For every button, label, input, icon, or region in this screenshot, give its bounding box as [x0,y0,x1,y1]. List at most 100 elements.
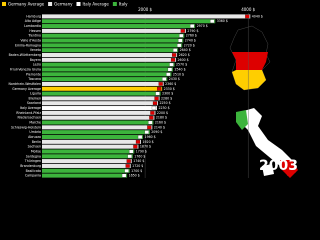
legend-label: Italy [119,1,128,6]
y-tick-label: Baden-Württemberg [9,53,41,57]
bar [42,120,154,125]
value-label: 1740 $ [133,159,144,163]
legend-label: Italy Average [82,1,109,6]
bar [42,81,164,86]
y-tick-label: Brandenburg [20,164,41,168]
flag [157,86,162,91]
y-tick-label: Piemonte [26,72,41,76]
legend-swatch [2,2,6,6]
flag [151,106,157,110]
bar [42,43,183,48]
flag [135,140,141,144]
flag [154,96,159,101]
y-tick-label: Thüringen [24,159,41,163]
bar [42,101,158,106]
bar [42,28,186,33]
value-label: 2760 $ [186,34,197,38]
value-label: 2620 $ [179,53,190,57]
bar [42,159,132,164]
value-label: 2740 $ [185,39,196,43]
bar [42,168,130,173]
legend-swatch [112,2,117,6]
bar [42,77,168,82]
map-italy-red [280,160,298,178]
value-label: 2280 $ [161,96,172,100]
flag [127,154,132,159]
y-tick-label: Molise [31,149,41,153]
y-tick-label: Liguria [30,92,41,96]
bar [42,14,251,19]
map-italy-white [240,108,296,176]
flag [180,29,185,33]
value-label: 2570 $ [176,63,187,67]
bar [42,139,141,144]
y-tick-label: Emilia-Romagna [15,43,41,47]
flag [173,48,178,52]
flag [171,53,177,57]
legend-swatch [76,2,81,6]
value-label: 2720 $ [184,43,195,47]
value-label: 2200 $ [157,111,168,115]
flag [162,77,167,81]
value-label: 2510 $ [173,72,184,76]
value-label: 1700 $ [131,169,142,173]
page: 2003 Germany Average Germany Italy Average… [2,1,298,178]
map-germany-red [232,52,268,70]
chart: 2003 Germany Average Germany Italy Average… [2,1,298,178]
value-label: 1790 $ [136,149,147,153]
y-tick-label: Bremen [29,96,41,100]
bar [42,38,184,43]
y-tick-label: Friuli-Venezia Giulia [10,67,41,71]
flag [179,33,184,38]
value-label: 1760 $ [134,154,145,158]
y-tick-label: Valle d'Aosta [21,39,42,43]
bar [42,149,135,154]
flag [210,19,215,24]
y-tick-label: Niedersachsen [17,116,41,120]
y-tick-label: Alto Adige [25,19,41,23]
value-label: 2360 $ [165,82,176,86]
bar [42,52,178,58]
legend-label: Germany [54,1,73,6]
flag [169,62,174,67]
value-label: 1920 $ [142,140,153,144]
x-tick-label: 4000 $ [241,7,255,12]
x-tick-label: 2000 $ [138,7,152,12]
bar [42,24,196,29]
bar [42,154,133,159]
legend-swatch [48,2,53,6]
bar [42,72,172,77]
map-germany [229,25,271,91]
flag [178,38,183,43]
flag [133,144,138,149]
flag [158,82,163,86]
value-label: 4040 $ [252,14,263,18]
bar [42,163,131,168]
value-label: 1650 $ [129,174,140,178]
flag [121,173,127,178]
bar [42,96,160,101]
y-tick-label: Rheinland-Pfalz [16,111,41,115]
flag [177,43,182,48]
value-label: 1870 $ [140,145,151,149]
flag [147,125,152,130]
map-germany-gold [232,70,266,90]
value-label: 2160 $ [155,121,166,125]
bar [42,106,157,111]
flag [152,101,158,106]
y-tick-label: Campania [25,174,41,178]
value-label: 2140 $ [154,125,165,129]
bar [42,130,150,135]
bar [42,134,144,140]
y-tick-label: Umbria [29,130,41,134]
y-tick-label: Hessen [29,29,41,33]
flag [190,24,195,28]
y-tick-label: Germany Average [12,87,41,91]
flag [170,58,176,62]
bar [42,33,185,38]
value-label: 2090 $ [151,130,162,134]
bar [42,86,163,91]
value-label: 2250 $ [160,101,171,105]
flag [150,111,155,115]
year-label: 2003 [259,158,298,174]
